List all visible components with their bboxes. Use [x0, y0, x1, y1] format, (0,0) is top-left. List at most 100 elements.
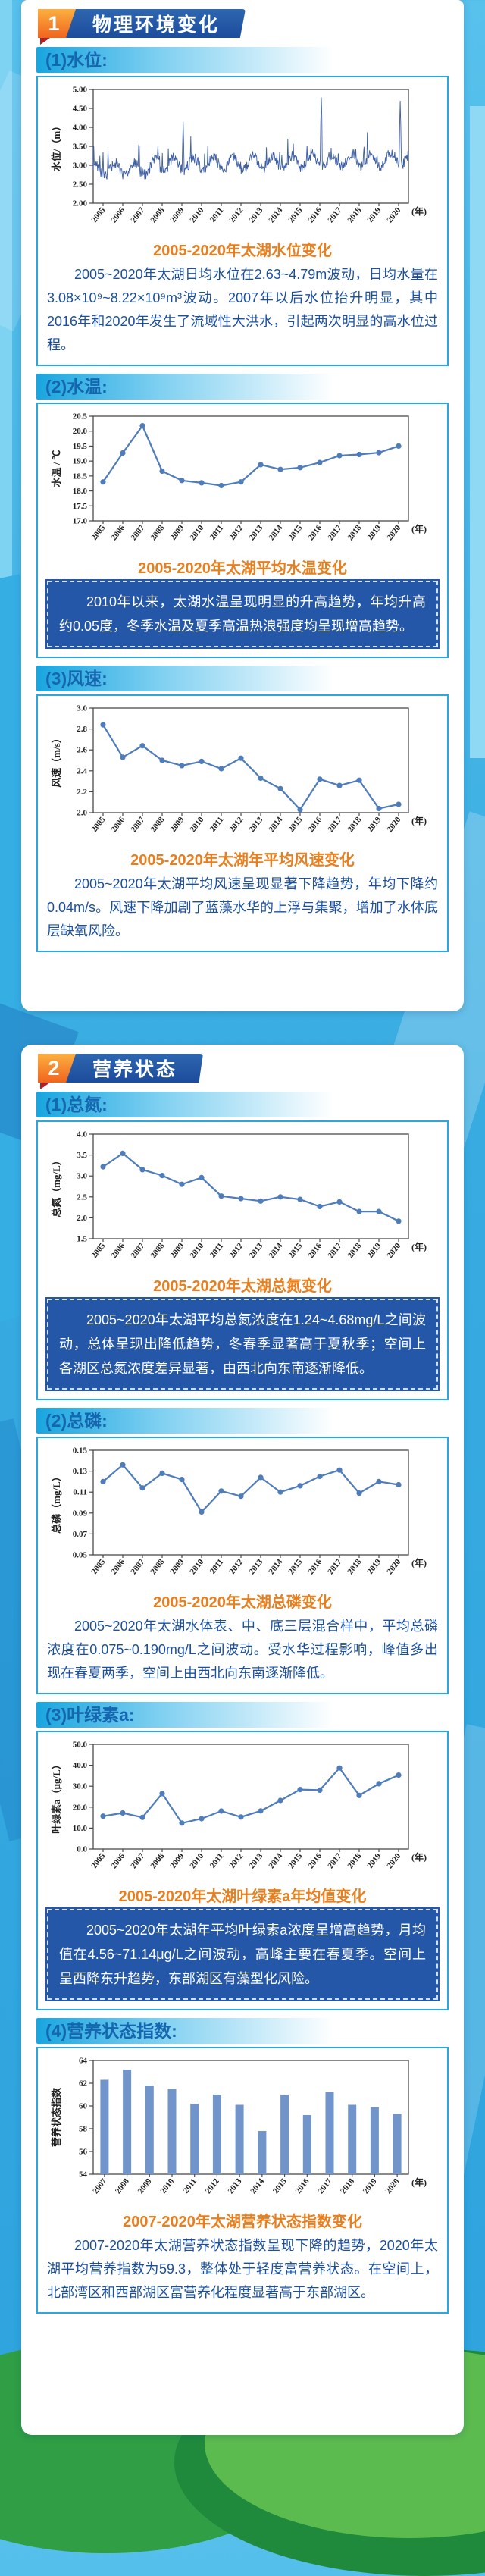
svg-text:2012: 2012 — [227, 1851, 245, 1870]
svg-text:1.5: 1.5 — [77, 1235, 87, 1244]
svg-text:60: 60 — [79, 2102, 88, 2111]
svg-text:(年): (年) — [411, 1557, 427, 1568]
svg-text:2011: 2011 — [181, 2176, 199, 2195]
svg-text:2.0: 2.0 — [77, 809, 87, 818]
svg-text:10.0: 10.0 — [73, 1824, 88, 1833]
svg-text:2018: 2018 — [339, 2176, 356, 2195]
svg-text:20.0: 20.0 — [73, 427, 88, 436]
svg-text:3.0: 3.0 — [77, 1172, 87, 1181]
svg-text:2013: 2013 — [247, 1241, 264, 1260]
svg-text:2.00: 2.00 — [73, 199, 88, 208]
svg-text:2005: 2005 — [89, 205, 107, 224]
svg-text:2016: 2016 — [306, 1557, 324, 1576]
svg-text:2007: 2007 — [129, 1851, 146, 1870]
svg-text:2020: 2020 — [385, 815, 402, 834]
svg-text:2009: 2009 — [168, 1241, 186, 1260]
svg-text:2011: 2011 — [208, 523, 226, 541]
chart-panel: 1.5 2.0 2.5 3.0 3.5 4.0 2005 2006 2007 2008 2009 20… — [36, 1120, 449, 1400]
svg-text:62: 62 — [79, 2079, 88, 2089]
description-paragraph: 2005~2020年太湖平均风速呈现显著下降趋势，年均下降约0.04m/s。风速… — [47, 876, 438, 939]
section-title: 营养状态 — [92, 1059, 178, 1080]
svg-text:18.0: 18.0 — [73, 487, 88, 496]
highlight-callout: 2005~2020年太湖年平均叶绿素a浓度呈增高趋势，月均值在4.56~71.1… — [45, 1907, 440, 2001]
svg-text:2014: 2014 — [267, 815, 284, 834]
svg-text:0.09: 0.09 — [73, 1509, 88, 1518]
section-header: 2 营养状态 — [38, 1054, 449, 1089]
svg-text:4.00: 4.00 — [73, 124, 88, 133]
chart-panel: 17.0 17.5 18.0 18.5 19.0 19.5 20.0 20.5 2005 2006… — [36, 403, 449, 658]
svg-text:19.0: 19.0 — [73, 457, 88, 466]
svg-text:2010: 2010 — [188, 523, 205, 542]
svg-text:2008: 2008 — [149, 1851, 166, 1870]
svg-text:2014: 2014 — [249, 2176, 266, 2195]
section-card-nutrition-status: 2 营养状态 (1)总氮: 1.5 2.0 2.5 3.0 3.5 4.0 2005 2006… — [21, 1045, 464, 2435]
svg-text:2007: 2007 — [129, 815, 146, 834]
svg-text:2017: 2017 — [326, 205, 343, 224]
svg-text:2005: 2005 — [89, 1557, 107, 1576]
total-phosphorus-chart: 0.05 0.07 0.09 0.11 0.13 0.15 2005 2006 2007 2008… — [45, 1444, 440, 1588]
section-header: 1 物理环境变化 — [38, 9, 449, 45]
svg-text:2013: 2013 — [247, 205, 264, 224]
chart-caption: 2005-2020年太湖总氮变化 — [153, 1278, 332, 1295]
svg-text:2008: 2008 — [149, 1241, 166, 1260]
chart-caption: 2005-2020年太湖水位变化 — [153, 243, 332, 259]
subsection-heading: (1)总氮: — [36, 1092, 449, 1117]
svg-text:30.0: 30.0 — [73, 1782, 88, 1791]
svg-text:总氮（mg/L）: 总氮（mg/L） — [51, 1155, 62, 1217]
svg-text:2014: 2014 — [267, 1241, 284, 1260]
svg-text:2014: 2014 — [267, 1851, 284, 1870]
svg-text:3.5: 3.5 — [77, 1151, 87, 1160]
svg-text:2019: 2019 — [361, 2176, 379, 2195]
svg-text:19.5: 19.5 — [73, 442, 88, 451]
chart-caption: 2005-2020年太湖年平均风速变化 — [130, 852, 355, 869]
svg-text:(年): (年) — [411, 2176, 427, 2188]
subsection-water-temperature: (2)水温: 17.0 17.5 18.0 18.5 19.0 19.5 20.0 20.5 2… — [36, 374, 449, 658]
svg-text:0.07: 0.07 — [73, 1530, 88, 1539]
svg-text:54: 54 — [79, 2170, 88, 2180]
chart-panel: 2.00 2.50 3.00 3.50 4.00 4.50 5.00 2005 2006 2007… — [36, 76, 449, 366]
svg-text:2010: 2010 — [188, 205, 205, 224]
svg-text:2007: 2007 — [129, 205, 146, 224]
svg-text:2007: 2007 — [129, 523, 146, 542]
svg-text:2016: 2016 — [306, 1851, 324, 1870]
svg-text:2014: 2014 — [267, 523, 284, 542]
subsection-heading: (4)营养状态指数: — [36, 2018, 449, 2044]
svg-text:2.8: 2.8 — [77, 725, 87, 734]
svg-text:2013: 2013 — [247, 523, 264, 542]
svg-text:2018: 2018 — [346, 523, 363, 542]
svg-text:2011: 2011 — [208, 1851, 226, 1869]
svg-text:2010: 2010 — [188, 815, 205, 834]
background-stripe — [0, 0, 12, 591]
background-stripe — [0, 574, 20, 1321]
water-level-chart: 2.00 2.50 3.00 3.50 4.00 4.50 5.00 2005 2006 2007… — [45, 83, 440, 237]
highlight-callout: 2005~2020年太湖平均总氮浓度在1.24~4.68mg/L之间波动，总体呈… — [45, 1297, 440, 1391]
svg-text:2006: 2006 — [109, 1557, 127, 1576]
svg-text:2009: 2009 — [168, 1851, 186, 1870]
water-temperature-chart: 17.0 17.5 18.0 18.5 19.0 19.5 20.0 20.5 2005 2006… — [45, 410, 440, 554]
svg-text:2010: 2010 — [188, 1241, 205, 1260]
svg-text:2020: 2020 — [385, 1851, 402, 1870]
subsection-wind-speed: (3)风速: 2.0 2.2 2.4 2.6 2.8 3.0 2005 2006 2007 200… — [36, 666, 449, 952]
svg-text:2011: 2011 — [208, 205, 226, 224]
svg-text:叶绿素a（μg/L）: 叶绿素a（μg/L） — [51, 1760, 62, 1834]
svg-text:2017: 2017 — [326, 815, 343, 834]
trophic-state-index-chart: 54 56 58 60 62 64 2007 2008 2009 2010 2011 2012 2013… — [45, 2054, 440, 2208]
svg-text:风速（m/s）: 风速（m/s） — [51, 733, 62, 788]
svg-text:58: 58 — [79, 2125, 88, 2134]
svg-text:0.0: 0.0 — [77, 1845, 87, 1854]
svg-text:2015: 2015 — [286, 1557, 304, 1576]
svg-text:2012: 2012 — [204, 2176, 221, 2195]
svg-text:2011: 2011 — [208, 815, 226, 833]
chlorophyll-a-chart: 0.0 10.0 20.0 30.0 40.0 50.0 2005 2006 2007 2008 2… — [45, 1738, 440, 1882]
svg-text:4.0: 4.0 — [77, 1130, 87, 1139]
section-title-banner: 营养状态 — [64, 1054, 204, 1083]
svg-text:2.5: 2.5 — [77, 1192, 87, 1202]
svg-text:总磷（mg/L）: 总磷（mg/L） — [51, 1471, 62, 1534]
svg-text:2016: 2016 — [306, 1241, 324, 1260]
background-stripe — [470, 106, 485, 758]
svg-text:17.5: 17.5 — [73, 502, 88, 511]
svg-text:0.13: 0.13 — [73, 1467, 88, 1476]
section-card-physical-environment: 1 物理环境变化 (1)水位: 2.00 2.50 3.00 3.50 4.00 4.50… — [21, 0, 464, 1011]
subsection-trophic-state-index: (4)营养状态指数: 54 56 58 60 62 64 2007 2008 2009 2010 2… — [36, 2018, 449, 2314]
svg-text:(年): (年) — [411, 1851, 427, 1863]
